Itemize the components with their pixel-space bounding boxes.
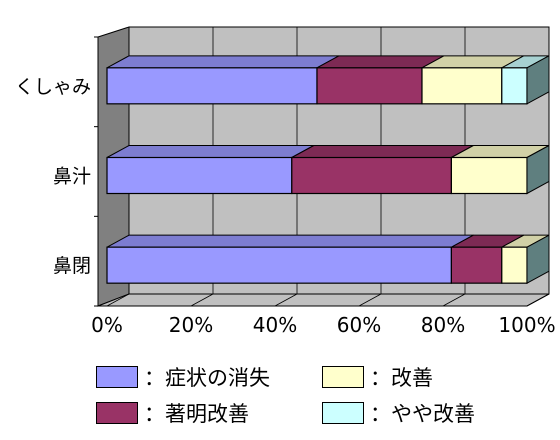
floor-gridline xyxy=(442,293,466,307)
bar-segment xyxy=(106,246,452,284)
legend-swatch xyxy=(322,366,364,388)
category-label: くしゃみ xyxy=(15,76,91,98)
legend: ： 症状の消失 ： 改善 ： 著明改善 ： やや改善 xyxy=(96,362,536,432)
floor-gridline xyxy=(190,293,214,307)
bar-segment xyxy=(501,67,528,105)
legend-label: やや改善 xyxy=(391,402,475,426)
bar-segment xyxy=(450,156,528,195)
x-tick-label: 100% xyxy=(498,313,555,337)
floor-gridline xyxy=(274,293,298,307)
legend-label: 症状の消失 xyxy=(165,366,270,390)
bar-top xyxy=(106,145,315,158)
category-label: 鼻閉 xyxy=(53,255,91,277)
floor xyxy=(97,293,550,307)
x-tick-label: 20% xyxy=(169,313,213,337)
floor-gridline xyxy=(358,293,382,307)
legend-separator: ： xyxy=(144,366,165,390)
bar-segment xyxy=(421,67,503,105)
legend-label: 著明改善 xyxy=(165,402,249,426)
bar-segment xyxy=(106,67,318,105)
bar-end xyxy=(526,144,550,195)
bars xyxy=(106,54,550,285)
x-tick-label: 40% xyxy=(253,313,297,337)
category-label: 鼻汁 xyxy=(53,166,91,188)
bar-segment xyxy=(291,156,452,195)
x-tick-label: 60% xyxy=(337,313,381,337)
bar-top xyxy=(291,145,474,158)
bar-segment xyxy=(450,246,503,284)
x-tick-label: 0% xyxy=(91,313,123,337)
bar-segment xyxy=(316,67,423,105)
bar-segment xyxy=(106,156,293,195)
legend-separator: ： xyxy=(144,402,165,426)
legend-label: 改善 xyxy=(391,366,433,390)
floor-gridline xyxy=(106,293,130,307)
x-tick-label: 80% xyxy=(421,313,465,337)
legend-item-symptom-disappeared: ： 症状の消失 xyxy=(96,362,270,392)
legend-swatch xyxy=(96,366,138,388)
legend-swatch xyxy=(96,402,138,424)
floor-gridline xyxy=(526,293,550,307)
legend-separator: ： xyxy=(370,402,391,426)
bar-segment xyxy=(501,246,528,284)
bar-end xyxy=(526,234,550,285)
x-axis-ticks: 0% 20% 40% 60% 80% 100% xyxy=(91,313,555,337)
legend-separator: ： xyxy=(370,366,391,390)
legend-item-markedly-improved: ： 著明改善 xyxy=(96,398,249,428)
legend-swatch xyxy=(322,402,364,424)
legend-item-improved: ： 改善 xyxy=(322,362,433,392)
bar-end xyxy=(526,54,550,105)
bar-top xyxy=(106,234,474,248)
legend-item-slightly-improved: ： やや改善 xyxy=(322,398,475,428)
bar-top xyxy=(106,55,340,69)
